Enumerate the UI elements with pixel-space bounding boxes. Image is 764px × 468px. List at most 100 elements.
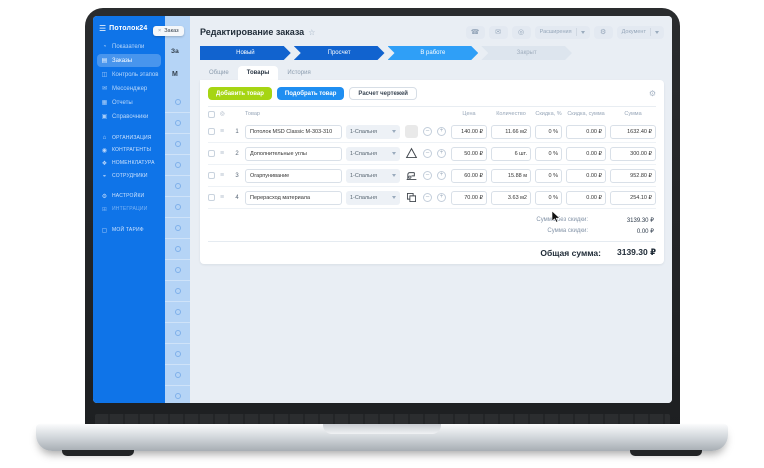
sidebar-item-nomenclature[interactable]: ❖ НОМЕНКЛАТУРА	[97, 157, 161, 169]
table-row: ≡ 2 Дополнительные углы 1-Спальня – + 50…	[208, 143, 656, 165]
order-tab[interactable]: × Заказ	[153, 26, 184, 36]
columns-settings-icon[interactable]: ◎	[220, 111, 225, 117]
counterparties-icon: ◉	[101, 147, 108, 154]
product-thumbnail[interactable]	[404, 125, 418, 139]
quantity-input[interactable]: 11.66 м2	[491, 124, 531, 139]
table-row: ≡ 1 Потолок MSD Classic М-303-310 1-Спал…	[208, 121, 656, 143]
sidebar-item-indicators[interactable]: ◔ Показатели	[97, 41, 161, 53]
sidebar-item-label: Показатели	[112, 44, 145, 50]
sum-input[interactable]: 952.80 ₽	[610, 168, 656, 183]
plus-circle-icon[interactable]: +	[437, 127, 446, 136]
minus-circle-icon[interactable]: –	[423, 171, 432, 180]
step-new[interactable]: Новый	[200, 46, 291, 60]
discount-pct-input[interactable]: 0 %	[535, 146, 562, 161]
organization-icon: ⌂	[102, 134, 107, 141]
row-checkbox[interactable]	[208, 194, 215, 201]
employees-icon: ◒	[102, 172, 107, 179]
sidebar-item-label: КОНТРАГЕНТЫ	[112, 147, 152, 153]
drawings-calc-button[interactable]: Расчет чертежей	[349, 87, 417, 100]
column-product: Товар	[245, 111, 260, 117]
sidebar-item-counterparties[interactable]: ◉ КОНТРАГЕНТЫ	[97, 144, 161, 156]
tab-products[interactable]: Товары	[237, 66, 279, 80]
sidebar-item-stage-control[interactable]: ◫ Контроль этапов	[97, 68, 161, 81]
discount-sum-input[interactable]: 0.00 ₽	[566, 168, 606, 183]
tab-history[interactable]: История	[287, 70, 311, 76]
product-name-input[interactable]: Дополнительные углы	[245, 146, 342, 161]
mail-button[interactable]: ✉	[488, 25, 508, 39]
sidebar-item-settings[interactable]: ⚙ НАСТРОЙКИ	[97, 190, 161, 202]
product-name-input[interactable]: Перерасход материала	[245, 190, 342, 205]
laptop-screen: ☰ Потолок24 ◉ ◔ Показатели ▤ Заказы ◫ Ко…	[93, 16, 672, 403]
pick-product-button[interactable]: Подобрать товар	[276, 87, 345, 100]
quantity-input[interactable]: 15.88 м	[491, 168, 531, 183]
close-icon[interactable]: ×	[158, 28, 162, 34]
price-input[interactable]: 70.00 ₽	[451, 190, 487, 205]
discount-pct-input[interactable]: 0 %	[535, 124, 562, 139]
favorite-star-icon[interactable]: ☆	[308, 27, 316, 37]
sum-input[interactable]: 300.00 ₽	[610, 146, 656, 161]
sum-input[interactable]: 1632.40 ₽	[610, 124, 656, 139]
phone-button[interactable]: ☎	[465, 25, 485, 39]
row-checkbox[interactable]	[208, 150, 215, 157]
minus-circle-icon[interactable]: –	[423, 193, 432, 202]
sidebar-item-orders[interactable]: ▤ Заказы	[97, 54, 161, 67]
discount-sum-input[interactable]: 0.00 ₽	[566, 146, 606, 161]
product-name-input[interactable]: Потолок MSD Classic М-303-310	[245, 124, 342, 139]
sidebar-item-my-tariff[interactable]: ▢ МОЙ ТАРИФ	[97, 224, 161, 236]
quantity-input[interactable]: 3.63 м2	[491, 190, 531, 205]
room-select[interactable]: 1-Спальня	[346, 168, 400, 183]
price-input[interactable]: 140.00 ₽	[451, 124, 487, 139]
sidebar-item-employees[interactable]: ◒ СОТРУДНИКИ	[97, 170, 161, 181]
plus-circle-icon[interactable]: +	[437, 149, 446, 158]
room-select-value: 1-Спальня	[350, 194, 377, 201]
extensions-dropdown[interactable]: Расширения	[534, 25, 590, 39]
sidebar-item-label: Справочники	[112, 113, 149, 120]
list-dot	[174, 246, 181, 252]
sidebar-item-integrations[interactable]: ⊞ ИНТЕГРАЦИИ	[97, 203, 161, 215]
plus-circle-icon[interactable]: +	[437, 171, 446, 180]
table-settings-icon[interactable]: ⚙	[648, 89, 656, 98]
minus-circle-icon[interactable]: –	[423, 149, 432, 158]
room-select[interactable]: 1-Спальня	[346, 146, 400, 161]
drag-handle-icon[interactable]: ≡	[220, 150, 225, 157]
discount-pct-input[interactable]: 0 %	[535, 168, 562, 183]
sidebar-item-organization[interactable]: ⌂ ОРГАНИЗАЦИЯ	[97, 132, 161, 143]
gear-button[interactable]: ⚙	[593, 25, 613, 39]
add-product-button[interactable]: Добавить товар	[208, 87, 272, 100]
step-closed[interactable]: Закрыт	[481, 46, 572, 60]
price-input[interactable]: 60.00 ₽	[451, 168, 487, 183]
sidebar-item-label: Отчеты	[112, 99, 133, 106]
select-all-checkbox[interactable]	[208, 110, 215, 118]
price-input[interactable]: 50.00 ₽	[451, 146, 487, 161]
messenger-icon: ✉	[101, 86, 108, 92]
drag-handle-icon[interactable]: ≡	[220, 128, 225, 135]
drag-handle-icon[interactable]: ≡	[220, 194, 225, 201]
plus-circle-icon[interactable]: +	[437, 193, 446, 202]
tab-general[interactable]: Общие	[209, 70, 229, 76]
discount-sum-input[interactable]: 0.00 ₽	[566, 124, 606, 139]
quantity-input[interactable]: 6 шт.	[491, 146, 531, 161]
drag-handle-icon[interactable]: ≡	[220, 172, 225, 179]
check-circle-button[interactable]: ◎	[511, 25, 531, 39]
image-placeholder	[404, 125, 418, 138]
discount-pct-input[interactable]: 0 %	[535, 190, 562, 205]
hamburger-icon[interactable]: ☰	[99, 24, 107, 33]
settings-icon: ⚙	[101, 193, 108, 200]
discount-sum-input[interactable]: 0.00 ₽	[566, 190, 606, 205]
room-select[interactable]: 1-Спальня	[346, 124, 400, 139]
row-checkbox[interactable]	[208, 172, 215, 179]
document-dropdown[interactable]: Документ	[616, 25, 664, 39]
sum-input[interactable]: 254.10 ₽	[610, 190, 656, 205]
room-select[interactable]: 1-Спальня	[346, 190, 400, 205]
step-estimate[interactable]: Просчет	[294, 46, 385, 60]
sidebar-item-directories[interactable]: ▣ Справочники	[97, 110, 161, 123]
subtotal-line: Сумма без скидки: 3139.30 ₽	[536, 217, 654, 224]
step-in-progress[interactable]: В работе	[388, 46, 479, 60]
minus-circle-icon[interactable]: –	[423, 127, 432, 136]
sidebar-item-reports[interactable]: ▦ Отчеты	[97, 96, 161, 109]
brand-logo[interactable]: Потолок24	[109, 25, 148, 32]
row-checkbox[interactable]	[208, 128, 215, 135]
sidebar-item-messenger[interactable]: ✉ Мессенджер	[97, 82, 161, 95]
product-name-input[interactable]: Огарпунивание	[245, 168, 342, 183]
